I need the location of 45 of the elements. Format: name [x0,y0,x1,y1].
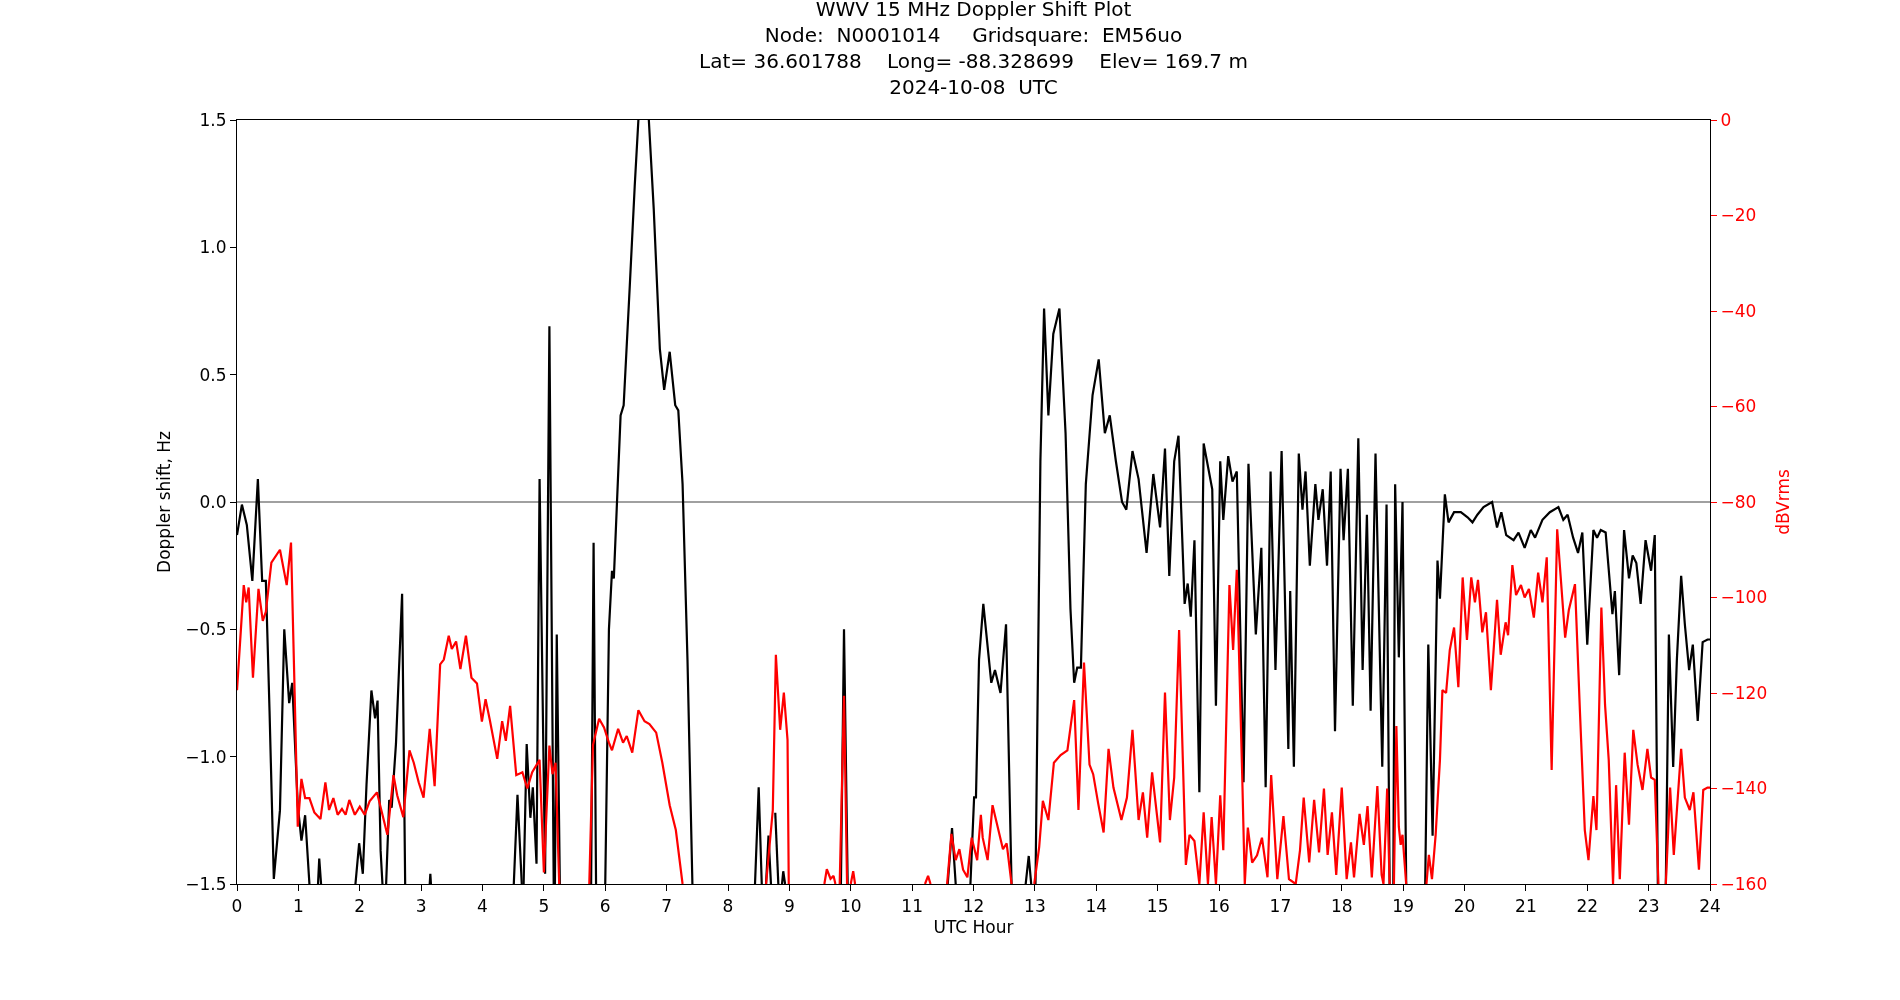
y2-tick-label: −140 [1720,778,1768,799]
x-tick-label: 3 [415,895,427,916]
x-tick-label: 24 [1699,895,1721,916]
x-tick-label: 9 [783,895,795,916]
x-axis-title: UTC Hour [933,916,1014,937]
y-tick-label: −1.0 [185,746,227,767]
x-tick-label: 17 [1269,895,1292,916]
y2-axis-title: dBVrms [1772,469,1793,535]
y-axis-title: Doppler shift, Hz [153,430,174,573]
y2-tick-label: −80 [1720,491,1757,512]
x-tick-label: 1 [292,895,304,916]
y-tick-label: 1.0 [199,237,227,258]
x-tick-label: 21 [1515,895,1537,916]
x-tick-label: 11 [901,895,923,916]
y-tick-label: −1.5 [185,873,227,894]
y2-tick-label: 0 [1720,109,1732,130]
y-tick-label: −0.5 [185,619,227,640]
y-tick-label: 0.0 [199,491,227,512]
x-tick-label: 10 [839,895,862,916]
y-tick-label: 0.5 [199,364,227,385]
x-tick-label: 19 [1392,895,1414,916]
x-tick-label: 15 [1146,895,1169,916]
x-tick-label: 20 [1453,895,1476,916]
y2-tick-label: −60 [1720,396,1757,417]
x-tick-label: 12 [962,895,985,916]
x-tick-label: 7 [661,895,673,916]
x-tick-label: 18 [1330,895,1353,916]
x-tick-label: 0 [231,895,243,916]
y-tick-label: 1.5 [199,109,227,130]
x-tick-label: 22 [1576,895,1599,916]
chart-title: WWV 15 MHz Doppler Shift Plot Node: N0001014 Gridsquare: EM56uo Lat= 36.601788 Long= -88.328699 Elev= 169.7 m 2024-10-08 UTC [699,0,1248,99]
x-tick-label: 4 [477,895,488,916]
x-tick-label: 6 [599,895,611,916]
y2-tick-label: −40 [1720,300,1757,321]
y2-tick-label: −160 [1720,873,1768,894]
x-tick-label: 5 [538,895,550,916]
y2-tick-label: −20 [1720,205,1757,226]
x-tick-label: 8 [722,895,734,916]
x-tick-label: 16 [1208,895,1230,916]
x-tick-label: 14 [1085,895,1108,916]
x-tick-label: 2 [354,895,366,916]
y2-tick-label: −100 [1720,587,1768,608]
x-tick-label: 13 [1024,895,1046,916]
x-tick-label: 23 [1637,895,1660,916]
y2-tick-label: −120 [1720,682,1768,703]
